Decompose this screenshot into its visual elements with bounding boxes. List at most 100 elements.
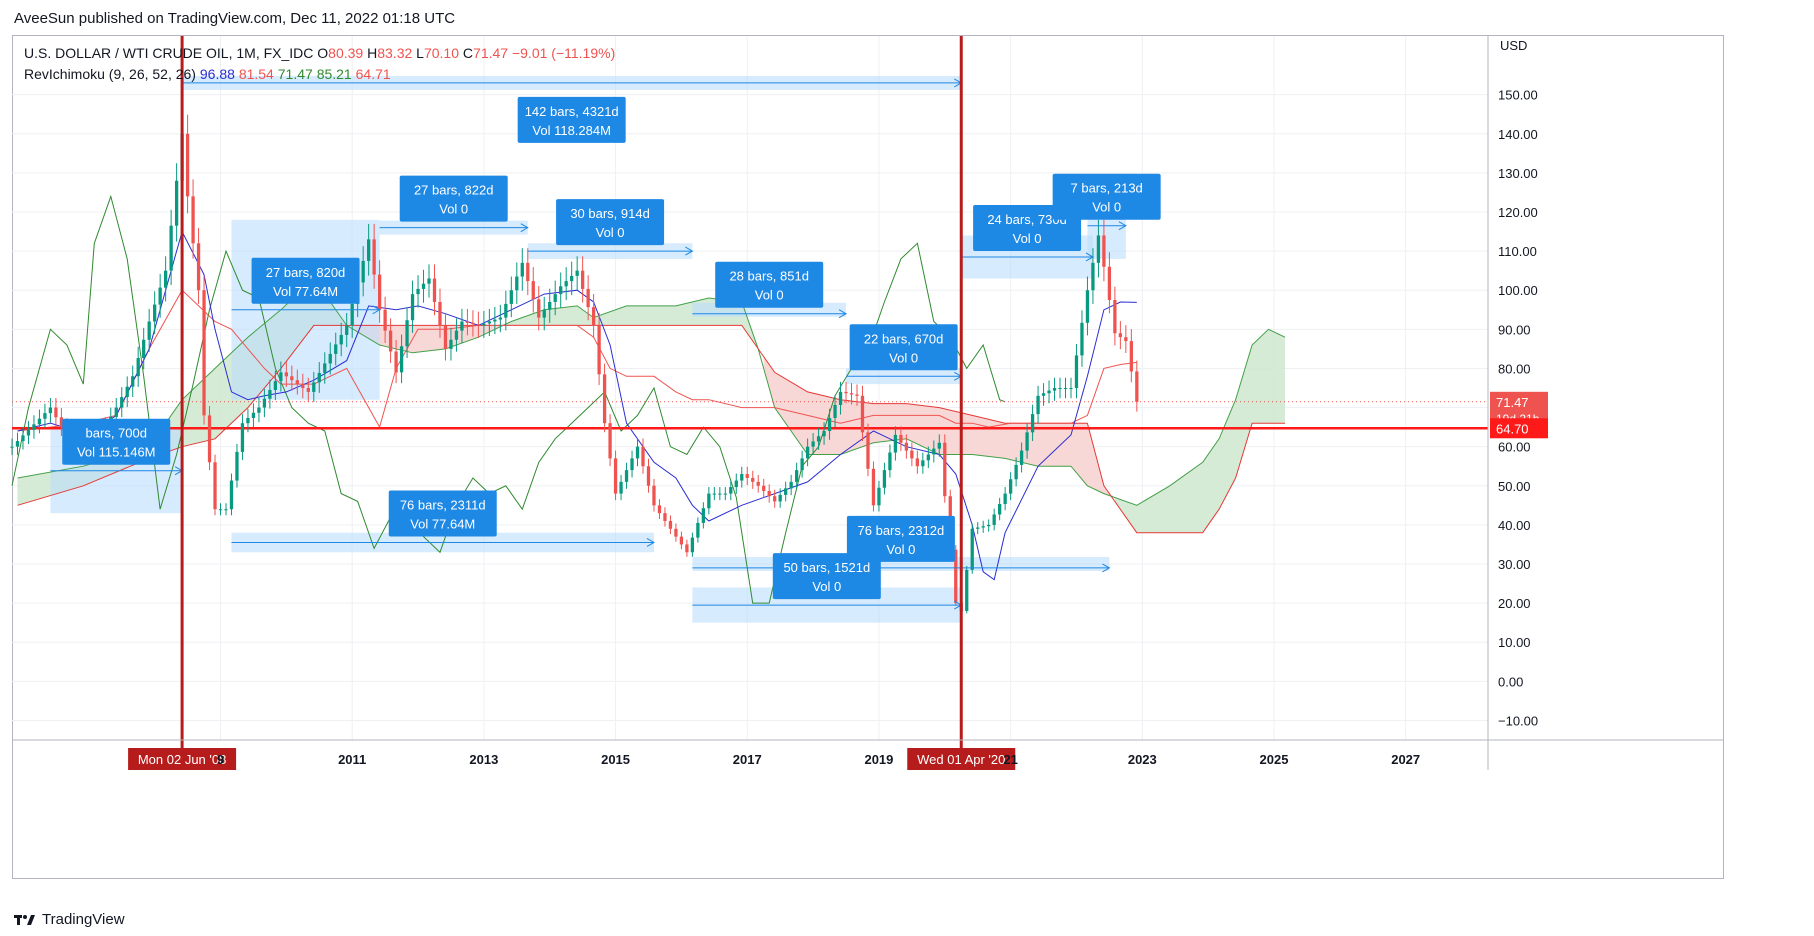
price-series (10, 114, 1139, 614)
x-tick-label: 21 (1003, 752, 1017, 767)
candle-body (509, 290, 513, 304)
measure-label-bars-10: 24 bars, 730d (987, 212, 1067, 227)
candle-body (257, 407, 261, 413)
footer-brand[interactable]: TradingView (14, 911, 125, 928)
candle-body (1074, 355, 1079, 388)
candle-body (377, 274, 382, 310)
low-value: 70.10 (423, 45, 460, 61)
measure-arrow-head-4 (685, 246, 694, 256)
measure-label-box-1 (517, 96, 626, 143)
chikou-span-line (11, 194, 1006, 604)
x-tick-label: 2025 (1260, 752, 1289, 767)
candle-body (537, 299, 541, 318)
candle-body (784, 488, 788, 495)
candle-body (613, 458, 618, 494)
y-tick-label: 130.00 (1498, 166, 1538, 181)
y-tick-label: 100.00 (1498, 283, 1538, 298)
measure-label-vol-11: Vol 0 (1092, 200, 1121, 215)
tenkan-sen-line (17, 230, 1137, 581)
candle-body (361, 260, 365, 283)
publisher-header: AveeSun published on TradingView.com, De… (14, 10, 456, 27)
candle-body (279, 372, 283, 382)
candle-body (290, 376, 294, 381)
candle-body (926, 454, 930, 461)
candle-body (915, 458, 919, 467)
candle-body (1036, 395, 1040, 415)
candle-body (460, 321, 464, 331)
candle-body (794, 470, 799, 482)
candle-body (624, 470, 629, 482)
chart-pane[interactable] (12, 35, 1724, 879)
candle-body (663, 513, 667, 521)
candle-body (685, 544, 689, 553)
candle-body (553, 294, 557, 302)
candle-body (416, 288, 420, 295)
candle-body (619, 481, 623, 494)
candle-body (542, 309, 546, 318)
candle-body (158, 287, 162, 305)
candle-body (312, 382, 316, 392)
candle-body (421, 283, 426, 289)
candle-body (998, 504, 1002, 515)
candle-body (773, 496, 777, 502)
candle-body (827, 417, 832, 432)
candle-body (844, 391, 848, 394)
candle-body (372, 239, 376, 275)
y-tick-label: 90.00 (1498, 322, 1531, 337)
candle-body (471, 322, 475, 325)
measure-label-bars-5: 76 bars, 2311d (400, 497, 486, 512)
measure-arrow-head-2 (372, 305, 381, 315)
candle-body (443, 325, 448, 349)
candle-body (893, 434, 898, 453)
candle-body (367, 239, 371, 261)
candle-body (504, 303, 508, 318)
indicator-legend[interactable]: RevIchimoku (9, 26, 52, 26) 96.88 81.54 … (24, 66, 391, 82)
candle-body (718, 493, 722, 495)
y-tick-label: 110.00 (1498, 244, 1537, 259)
x-tick-label: 9 (217, 752, 224, 767)
measure-label-box-4 (556, 199, 665, 246)
candle-body (581, 270, 585, 289)
candle-body (1113, 300, 1117, 334)
measure-arrow-head-10 (1085, 252, 1094, 262)
measure-arrow-head-5 (646, 538, 655, 547)
candle-body (120, 397, 124, 408)
measure-label-vol-8: Vol 0 (886, 542, 915, 557)
measure-label-vol-7: Vol 0 (889, 350, 918, 365)
candle-body (641, 446, 645, 467)
y-tick-label: 40.00 (1498, 518, 1531, 533)
candle-body (608, 423, 612, 459)
candle-body (399, 346, 404, 373)
measure-label-box-2 (251, 257, 360, 304)
candle-body (1047, 390, 1051, 394)
candle-body (1102, 235, 1106, 267)
measure-arrow-head-3 (520, 223, 529, 233)
measure-label-bars-3: 27 bars, 822d (414, 183, 494, 198)
measure-arrow-head-8 (1102, 563, 1111, 573)
candle-body (114, 407, 118, 417)
candle-body (48, 407, 53, 414)
x-tick-label: 2019 (864, 752, 893, 767)
measure-label-bars-0: bars, 700d (86, 426, 147, 441)
candle-body (328, 353, 332, 364)
symbol-legend[interactable]: U.S. DOLLAR / WTI CRUDE OIL, 1M, FX_IDC … (24, 45, 615, 61)
y-tick-label: 20.00 (1498, 596, 1531, 611)
candle-body (531, 281, 535, 300)
candle-body (323, 363, 327, 373)
high-value: 83.32 (377, 45, 413, 61)
candle-body (142, 339, 146, 359)
candle-body (174, 180, 179, 226)
candle-body (1080, 322, 1084, 356)
candle-body (15, 441, 20, 447)
candle-body (767, 490, 771, 497)
candle-body (345, 325, 349, 335)
candle-body (833, 404, 837, 418)
candle-body (1124, 337, 1128, 342)
candle-body (904, 442, 909, 451)
candle-body (526, 262, 530, 282)
candle-body (965, 569, 969, 611)
candle-body (1129, 341, 1133, 372)
candle-body (218, 509, 223, 511)
candle-body (306, 388, 310, 392)
